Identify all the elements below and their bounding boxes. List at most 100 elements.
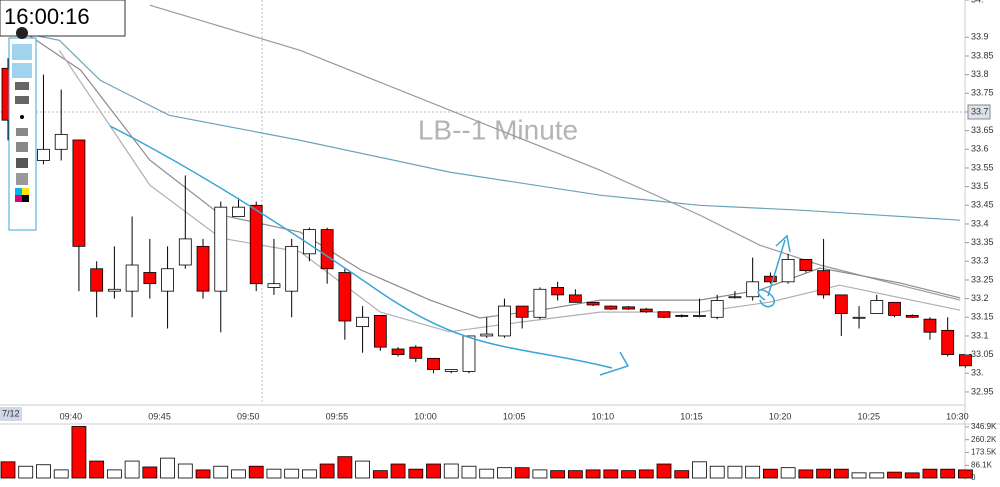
volume-bar	[177, 463, 193, 479]
volume-bar	[674, 470, 690, 479]
x-tick-label: 10:25	[858, 411, 881, 421]
clipboard-icon[interactable]	[16, 173, 28, 185]
pin-icon[interactable]	[16, 27, 28, 39]
candle-body	[427, 357, 440, 370]
x-tick-label: 10:05	[503, 411, 526, 421]
volume-tick-label: 86.1K	[971, 460, 993, 469]
candle-body	[72, 139, 86, 247]
volume-bar	[514, 467, 530, 479]
y-tick-label: 33.	[971, 368, 984, 378]
candle-body	[391, 348, 405, 356]
volume-bar	[443, 463, 459, 479]
eraser-icon[interactable]	[15, 96, 29, 104]
candle-body	[941, 329, 955, 356]
candle-body	[303, 229, 316, 255]
candle-body	[622, 306, 635, 310]
volume-bar	[248, 465, 264, 479]
y-tick-label: 34.	[971, 0, 984, 4]
candle-body	[125, 264, 139, 292]
price-marker-box	[967, 104, 991, 120]
volume-bar	[53, 469, 69, 479]
date-label: 7/12	[2, 408, 20, 418]
volume-bar	[745, 465, 761, 479]
volume-bar	[302, 469, 317, 479]
candle-body	[143, 272, 157, 285]
candle-body	[959, 354, 972, 367]
candle-body	[675, 315, 689, 317]
y-tick-label: 33.45	[971, 200, 994, 210]
candle-body	[905, 315, 919, 318]
color-icon[interactable]	[15, 188, 22, 195]
volume-bar	[497, 467, 512, 479]
volume-bar	[284, 468, 300, 479]
color-icon[interactable]	[22, 195, 29, 202]
candle-body	[728, 296, 742, 299]
candle-body	[356, 316, 370, 328]
candle-body	[781, 259, 795, 283]
candle-body	[320, 229, 334, 270]
undo-icon[interactable]	[16, 128, 28, 136]
candle-body	[870, 300, 884, 314]
x-tick-label: 09:40	[60, 411, 83, 421]
candle-body	[409, 346, 423, 359]
volume-bar	[142, 466, 158, 479]
volume-bar	[656, 463, 672, 479]
candle-body	[817, 270, 830, 296]
y-tick-label: 33.4	[971, 218, 989, 228]
y-tick-label: 33.5	[971, 181, 989, 191]
volume-bar	[36, 464, 51, 479]
candle-body	[90, 268, 104, 292]
volume-bar	[585, 469, 601, 479]
color-icon[interactable]	[15, 195, 22, 202]
volume-bar	[798, 469, 814, 479]
candle-body	[232, 206, 245, 217]
camera-icon[interactable]	[16, 158, 28, 168]
volume-bar	[195, 469, 211, 479]
color-icon[interactable]	[22, 188, 29, 195]
volume-bar	[408, 468, 424, 479]
candle-body	[54, 133, 68, 150]
y-tick-label: 32.95	[971, 386, 994, 396]
candle-body	[196, 245, 210, 292]
volume-bar	[372, 470, 388, 479]
volume-bar	[816, 468, 831, 479]
price-marker: 33.7	[971, 106, 989, 116]
eye-icon[interactable]	[12, 44, 32, 60]
y-tick-label: 33.6	[971, 144, 989, 154]
dot-icon[interactable]	[20, 115, 24, 119]
candle-body	[462, 335, 476, 372]
drawn-line	[109, 125, 613, 369]
candle-body	[178, 238, 192, 266]
volume-bar	[922, 468, 938, 479]
x-tick-label: 09:55	[326, 411, 349, 421]
candle-body	[214, 206, 228, 292]
volume-bar	[709, 465, 725, 479]
volume-bar	[638, 469, 654, 479]
volume-bar	[887, 471, 902, 479]
volume-tick-label: 346.9K	[971, 422, 997, 431]
y-tick-label: 33.75	[971, 88, 994, 98]
candle-body	[710, 300, 724, 318]
volume-bar	[160, 457, 175, 479]
moving-average	[28, 35, 961, 319]
candle-body	[604, 305, 618, 310]
y-tick-label: 33.55	[971, 162, 994, 172]
volume-bar	[319, 463, 335, 479]
candle-body	[515, 305, 529, 318]
candle-body	[746, 281, 760, 298]
candle-body	[888, 301, 901, 316]
y-tick-label: 33.85	[971, 50, 994, 60]
candle-body	[693, 315, 706, 317]
clock: 16:00:16	[4, 4, 90, 29]
trash-icon[interactable]	[16, 142, 28, 152]
volume-bar	[958, 469, 973, 479]
ruler-icon[interactable]	[15, 82, 29, 90]
x-tick-label: 10:20	[769, 411, 792, 421]
candle-body	[338, 272, 352, 322]
volume-bar	[603, 469, 619, 479]
volume-bar	[106, 469, 122, 479]
candle-body	[568, 294, 582, 303]
cursor-icon[interactable]	[12, 63, 32, 78]
volume-bar	[426, 463, 441, 479]
candle-body	[551, 287, 565, 296]
